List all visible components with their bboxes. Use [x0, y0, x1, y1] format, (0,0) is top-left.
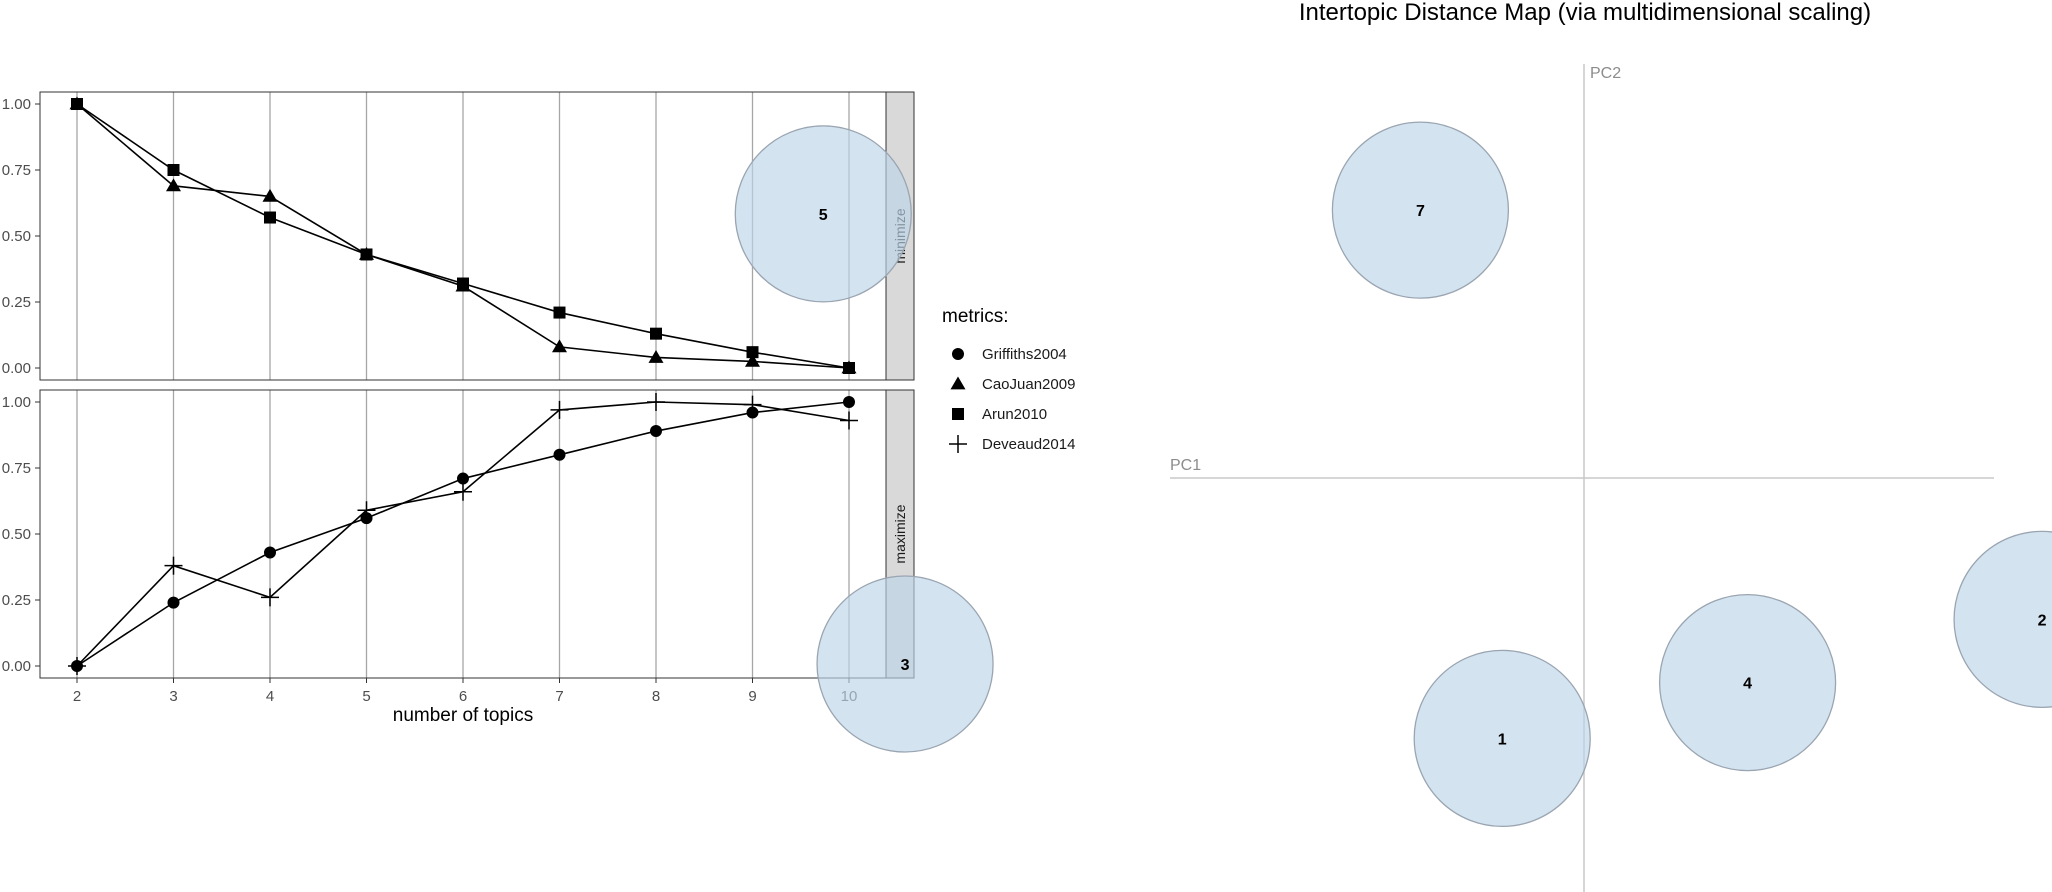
topic-bubble-3: 3 — [816, 575, 994, 753]
topic-bubble-7: 7 — [1331, 121, 1510, 299]
point-Arun2010 — [167, 164, 180, 176]
x-tick-label: 8 — [652, 688, 660, 705]
series-Griffiths2004 — [71, 396, 855, 672]
legend-key-CaoJuan2009 — [950, 376, 966, 390]
point-Deveaud2014 — [357, 501, 376, 520]
panel-minimize: minimize0.000.250.500.751.00 — [2, 91, 915, 381]
topic-label: 4 — [1743, 676, 1752, 693]
y-tick-label: 0.50 — [2, 228, 31, 245]
map-title: Intertopic Distance Map (via multidimens… — [1299, 0, 1871, 26]
legend-label: CaoJuan2009 — [982, 376, 1075, 393]
point-Deveaud2014 — [550, 400, 569, 419]
x-tick-label: 2 — [73, 688, 81, 705]
y-tick-label: 0.50 — [2, 526, 31, 543]
point-CaoJuan2009 — [745, 353, 760, 367]
point-Deveaud2014 — [164, 556, 183, 575]
point-Griffiths2004 — [553, 448, 566, 461]
topic-circle — [816, 575, 994, 753]
point-Deveaud2014 — [68, 657, 86, 675]
point-CaoJuan2009 — [166, 178, 181, 192]
point-Arun2010 — [71, 98, 83, 110]
strip-label: maximize — [892, 504, 908, 563]
point-CaoJuan2009 — [552, 339, 567, 353]
topic-circle — [1413, 649, 1591, 828]
metrics-line-chart: minimize0.000.250.500.751.00maximize0.00… — [2, 91, 915, 726]
point-Arun2010 — [457, 277, 469, 290]
x-tick-label: 3 — [169, 688, 177, 705]
point-Griffiths2004 — [264, 546, 276, 559]
series-Deveaud2014 — [68, 393, 858, 675]
topic-label: 2 — [2038, 612, 2047, 629]
metrics-legend: metrics: Griffiths2004 CaoJuan2009 Arun2010… — [942, 306, 1075, 453]
panel-maximize: maximize 0.00 0.25 0.50 0.75 1.00 — [2, 389, 915, 679]
x-tick-label: 9 — [748, 688, 756, 705]
point-Griffiths2004 — [457, 472, 469, 485]
legend-label: Deveaud2014 — [982, 436, 1075, 453]
topic-circle — [1331, 121, 1510, 299]
y-tick-label: 1.00 — [2, 96, 31, 113]
point-Arun2010 — [553, 306, 566, 319]
topic-circle — [1658, 593, 1837, 772]
y-tick-label: 0.25 — [2, 592, 31, 609]
y-tick-label: 1.00 — [2, 394, 31, 411]
intertopic-distance-map: Intertopic Distance Map (via multidimens… — [734, 0, 2052, 892]
legend-key-Griffiths2004 — [952, 348, 964, 360]
topic-label: 1 — [1498, 731, 1507, 748]
x-axis-title: number of topics — [393, 705, 533, 726]
y-tick-label: 0.75 — [2, 460, 31, 477]
topic-bubble-5: 5 — [734, 125, 912, 303]
point-Deveaud2014 — [454, 482, 472, 501]
pc2-label: PC2 — [1590, 65, 1621, 82]
point-Arun2010 — [360, 248, 373, 261]
legend-title: metrics: — [942, 306, 1009, 327]
point-Griffiths2004 — [650, 425, 662, 438]
y-tick-label: 0.00 — [2, 658, 31, 675]
point-Arun2010 — [650, 327, 662, 340]
legend-key-Deveaud2014 — [949, 435, 967, 453]
x-tick-label: 7 — [555, 688, 563, 705]
x-tick-label: 5 — [362, 688, 370, 705]
point-Griffiths2004 — [167, 596, 180, 609]
point-CaoJuan2009 — [648, 349, 664, 363]
topic-bubble-2: 2 — [1953, 530, 2052, 708]
y-tick-label: 0.25 — [2, 294, 31, 311]
point-Deveaud2014 — [261, 588, 279, 607]
topic-bubble-1: 1 — [1413, 649, 1591, 828]
topic-circle — [1953, 530, 2052, 708]
x-tick-label: 4 — [266, 688, 274, 705]
point-Arun2010 — [264, 211, 276, 224]
point-Griffiths2004 — [843, 396, 855, 408]
legend-label: Griffiths2004 — [982, 346, 1067, 363]
topic-circle — [734, 125, 912, 303]
point-Arun2010 — [746, 346, 759, 359]
point-Deveaud2014 — [840, 411, 858, 430]
series-Arun2010 — [71, 98, 855, 374]
topic-label: 3 — [901, 657, 910, 674]
point-Deveaud2014 — [647, 393, 665, 411]
x-tick-label: 6 — [459, 688, 467, 705]
point-Deveaud2014 — [743, 395, 762, 414]
legend-label: Arun2010 — [982, 406, 1047, 423]
y-tick-label: 0.00 — [2, 360, 31, 377]
pc1-label: PC1 — [1170, 457, 1201, 474]
topic-label: 5 — [819, 207, 828, 224]
point-Arun2010 — [843, 362, 855, 374]
point-CaoJuan2009 — [262, 188, 278, 202]
topic-bubble-4: 4 — [1658, 593, 1837, 772]
legend-key-Arun2010 — [952, 408, 964, 420]
topic-label: 7 — [1416, 203, 1425, 220]
y-tick-label: 0.75 — [2, 162, 31, 179]
